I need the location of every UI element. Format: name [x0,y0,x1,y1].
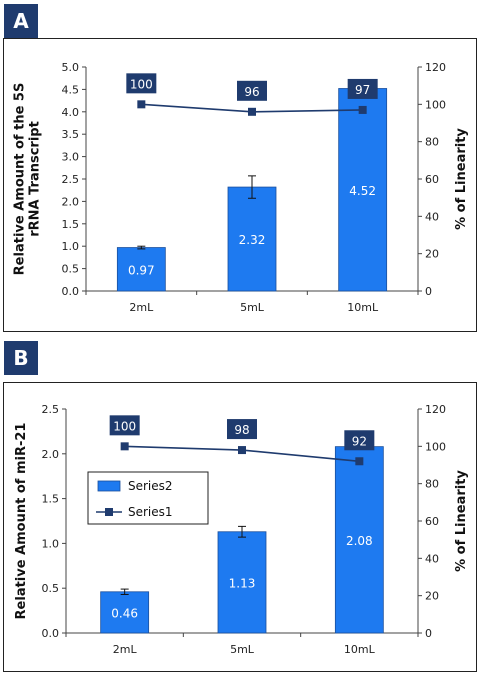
x-tick-label: 10mL [344,643,376,656]
bar-data-label: 2.08 [346,534,373,548]
line-point [358,105,367,114]
bar [100,591,150,634]
y2-axis-title: % of Linearity [454,470,469,572]
legend-label: Series2 [128,479,173,493]
line-data-label-box [344,430,375,451]
line-data-label-box [126,73,157,94]
y-axis-title: rRNA Transcript [28,121,43,237]
y2-tick-label: 100 [425,98,446,111]
panel-a-tag: A [4,4,38,38]
bar-data-label: 0.46 [111,606,138,620]
legend-label: Series1 [128,505,173,519]
line-data-label-box [237,80,267,101]
line-point [355,457,364,466]
y2-tick-label: 100 [425,440,446,453]
line-data-label: 100 [130,77,153,91]
x-tick-label: 2mL [113,643,138,656]
y-tick-label: 1.5 [42,493,60,506]
line-data-label: 92 [352,434,367,448]
x-tick-label: 5mL [230,643,255,656]
y-tick-label: 2.5 [62,173,80,186]
line-point [120,442,129,451]
legend-swatch-marker [105,508,113,516]
y-tick-label: 0.0 [62,285,80,298]
line-data-label-box [347,78,378,99]
y-tick-label: 0.5 [62,263,80,276]
y2-tick-label: 0 [425,627,432,640]
y-tick-label: 5.0 [62,61,80,74]
bar-data-label: 2.32 [239,233,266,247]
line-point [238,446,246,455]
y-tick-label: 1.0 [42,537,60,550]
y-tick-label: 2.5 [42,403,60,416]
y-tick-label: 4.5 [62,83,80,96]
y2-tick-label: 40 [425,552,439,565]
panel-b-tag: B [4,341,38,375]
y2-tick-label: 40 [425,210,439,223]
line-data-label: 96 [244,85,259,99]
bar [338,88,388,292]
y-tick-label: 0.5 [42,582,60,595]
legend-swatch-bar [97,480,121,492]
line-point [137,100,146,109]
x-tick-label: 2mL [129,301,154,314]
y2-tick-label: 120 [425,61,446,74]
chart-b: 0.0 0.5 1.0 1.5 2.0 2.5 0 20 40 60 80 100 120 2mL 5mL 1… [14,403,469,656]
bar-data-label: 4.52 [349,184,376,198]
x-tick-label: 5mL [240,301,265,314]
y2-tick-label: 60 [425,515,439,528]
line-data-label: 97 [355,83,370,97]
y-tick-label: 4.0 [62,106,80,119]
bar [227,186,277,292]
y-tick-label: 2.0 [62,195,80,208]
y2-tick-label: 120 [425,403,446,416]
bar [334,446,384,634]
line-data-label-box [109,415,140,436]
line-data-label: 98 [234,423,249,437]
bar-data-label: 1.13 [229,576,256,590]
line-data-label-box [227,419,257,440]
y-tick-label: 1.0 [62,240,80,253]
y2-tick-label: 80 [425,136,439,149]
y-axis-title: Relative Amount of the 5S [13,83,28,276]
y-tick-label: 1.5 [62,218,80,231]
y-tick-label: 0.0 [42,627,60,640]
line-point [248,107,256,116]
y-axis-title: Relative Amount of miR-21 [14,423,29,620]
y2-tick-label: 0 [425,285,432,298]
y2-tick-label: 20 [425,248,439,261]
y2-axis-title: % of Linearity [454,128,469,230]
panel-a-frame: 0.0 0.5 1.0 1.5 2.0 2.5 3.0 3.5 4.0 4.5 5.0 0 20 40 60… [3,38,477,332]
bar [217,531,267,634]
chart-a: 0.0 0.5 1.0 1.5 2.0 2.5 3.0 3.5 4.0 4.5 5.0 0 20 40 60… [13,61,470,314]
y2-tick-label: 20 [425,590,439,603]
line-data-label: 100 [113,419,136,433]
x-tick-label: 10mL [347,301,379,314]
bar-data-label: 0.97 [128,263,155,277]
y-tick-label: 3.5 [62,128,80,141]
y-tick-label: 2.0 [42,448,60,461]
y2-tick-label: 80 [425,478,439,491]
y-tick-label: 3.0 [62,151,80,164]
y2-tick-label: 60 [425,173,439,186]
panel-b-frame: 0.0 0.5 1.0 1.5 2.0 2.5 0 20 40 60 80 100 120 2mL 5mL 1… [3,382,477,672]
